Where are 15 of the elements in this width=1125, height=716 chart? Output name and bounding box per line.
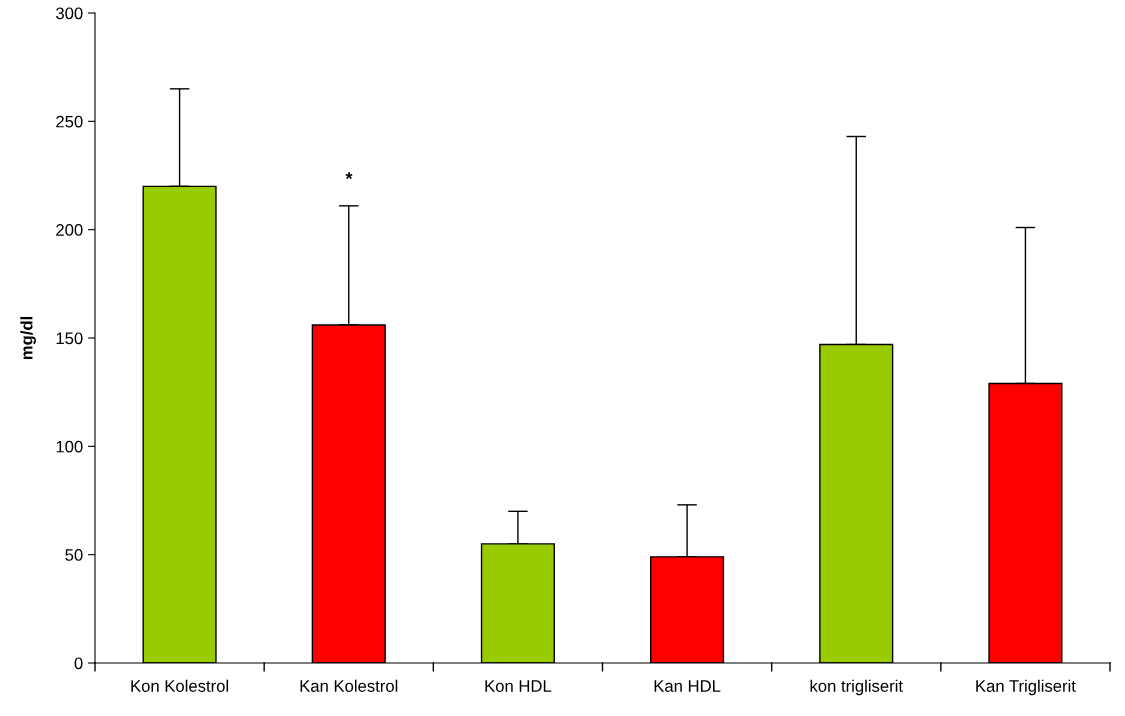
y-tick-label: 150 — [56, 332, 83, 345]
y-tick-label: 250 — [56, 115, 83, 128]
y-tick-label: 100 — [56, 440, 83, 453]
y-tick-label: 0 — [74, 657, 83, 670]
x-tick-label: Kon HDL — [485, 680, 552, 692]
x-tick-label: Kan Trigliserit — [976, 679, 1076, 696]
x-tick-label: kon trigliserit — [810, 679, 903, 696]
x-tick-label: Kon Kolestrol — [131, 679, 229, 692]
y-tick-label: 200 — [56, 224, 83, 236]
x-tick-label: Kan Kolestrol — [300, 679, 398, 692]
y-tick-label: 300 — [56, 7, 83, 20]
x-tick-label: Kan HDL — [654, 680, 721, 692]
y-axis-title: mg/dl — [20, 316, 36, 360]
annotation: * — [345, 172, 353, 179]
y-tick-label: 50 — [65, 549, 83, 561]
